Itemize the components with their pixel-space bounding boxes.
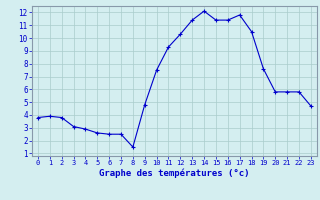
X-axis label: Graphe des températures (°c): Graphe des températures (°c) xyxy=(99,169,250,178)
